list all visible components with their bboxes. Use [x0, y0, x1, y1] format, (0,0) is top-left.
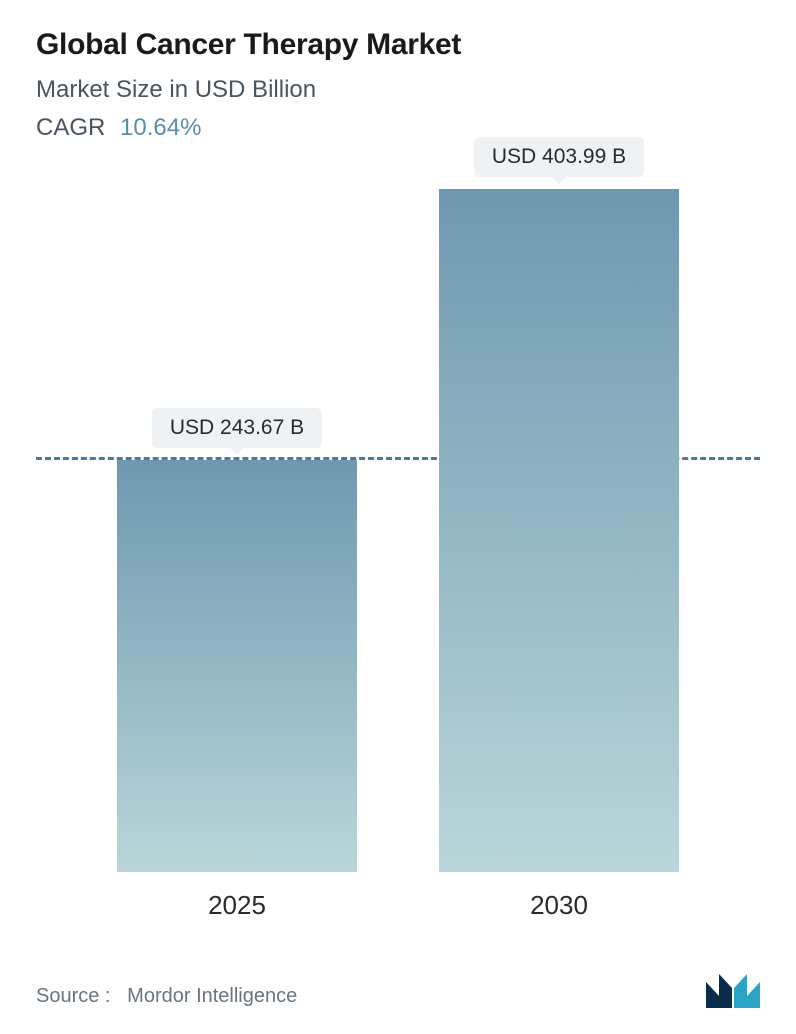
cagr-row: CAGR 10.64% — [36, 114, 760, 142]
source-name: Mordor Intelligence — [127, 985, 297, 1007]
chart-plot-area: USD 243.67 B USD 403.99 B — [36, 162, 760, 872]
cagr-value: 10.64% — [120, 114, 201, 141]
bar-value-pill: USD 403.99 B — [474, 137, 644, 177]
mordor-logo-icon — [706, 968, 760, 1008]
chart-title: Global Cancer Therapy Market — [36, 28, 760, 62]
chart-footer: Source : Mordor Intelligence — [36, 968, 760, 1008]
x-axis-labels: 2025 2030 — [36, 872, 760, 921]
bar — [439, 189, 679, 872]
bar-group: USD 403.99 B — [439, 162, 679, 872]
bar-value-pill: USD 243.67 B — [152, 408, 322, 448]
bars-wrap: USD 243.67 B USD 403.99 B — [36, 162, 760, 872]
chart-subtitle: Market Size in USD Billion — [36, 76, 760, 104]
source-attribution: Source : Mordor Intelligence — [36, 985, 297, 1008]
bar — [117, 460, 357, 872]
x-axis-label: 2030 — [439, 890, 679, 921]
cagr-label: CAGR — [36, 114, 105, 141]
bar-group: USD 243.67 B — [117, 162, 357, 872]
x-axis-label: 2025 — [117, 890, 357, 921]
chart-container: Global Cancer Therapy Market Market Size… — [0, 0, 796, 1034]
source-label: Source : — [36, 985, 110, 1007]
